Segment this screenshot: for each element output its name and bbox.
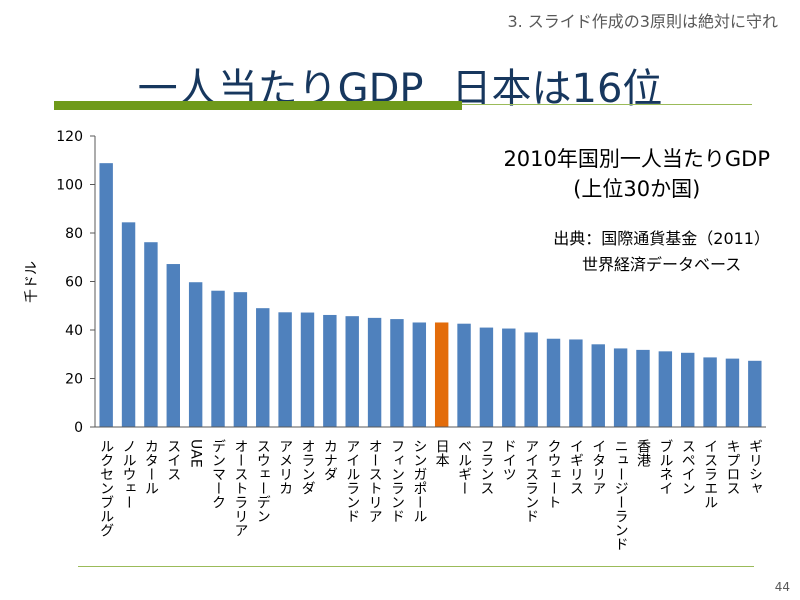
- bar-19: [524, 332, 538, 427]
- x-tick-label-0: ルクセンブルグ: [98, 439, 114, 537]
- bar-20: [546, 338, 561, 427]
- bar-28: [725, 358, 740, 427]
- x-tick-label-12: オーストリア: [367, 439, 383, 523]
- bar-18: [502, 328, 516, 427]
- x-tick-label-17: フランス: [478, 439, 494, 495]
- bar-25: [658, 351, 673, 427]
- page-number: 44: [774, 580, 790, 594]
- x-tick-label-19: アイスランド: [523, 439, 539, 523]
- chart-caption: 2010年国別一人当たりGDP (上位30か国): [503, 144, 770, 204]
- x-tick-label-28: キプロス: [724, 439, 740, 495]
- bar-2: [144, 242, 158, 427]
- y-tick-label-5: 100: [56, 178, 83, 194]
- x-tick-label-11: アイルランド: [344, 439, 360, 523]
- bar-23: [613, 348, 628, 427]
- x-tick-label-8: アメリカ: [277, 439, 293, 495]
- bar-14: [412, 322, 427, 427]
- y-tick-label-3: 60: [65, 275, 83, 291]
- x-tick-label-20: クウェート: [546, 439, 562, 509]
- chart-source-line2: 世界経済データベース: [582, 255, 742, 274]
- x-tick-label-10: カナダ: [322, 439, 338, 481]
- x-tick-label-4: UAE: [188, 439, 204, 468]
- bar-27: [703, 357, 717, 427]
- x-tick-label-24: 香港: [635, 439, 651, 467]
- y-tick-label-1: 20: [65, 372, 83, 388]
- bar-24: [636, 349, 650, 427]
- bar-16: [457, 323, 471, 427]
- bar-29: [748, 360, 762, 427]
- bar-17: [479, 327, 494, 427]
- x-tick-label-9: オランダ: [299, 439, 315, 495]
- x-tick-label-16: ベルギー: [456, 439, 472, 495]
- bar-12: [367, 317, 382, 427]
- x-tick-label-13: フィンランド: [389, 439, 405, 523]
- title-rule-accent: [54, 101, 462, 110]
- x-tick-label-14: シンガポール: [411, 439, 427, 523]
- x-tick-label-29: ギリシャ: [747, 439, 763, 495]
- bar-8: [278, 312, 292, 427]
- section-label: 3. スライド作成の3原則は絶対に守れ: [507, 12, 778, 31]
- bar-11: [345, 316, 359, 427]
- y-tick-label-4: 80: [65, 226, 83, 242]
- x-tick-label-26: スペイン: [680, 439, 696, 495]
- bar-3: [166, 264, 180, 427]
- bar-5: [211, 290, 225, 427]
- x-tick-label-21: イギリス: [568, 439, 584, 495]
- y-tick-label-2: 40: [65, 323, 83, 339]
- x-tick-label-23: ニュージーランド: [613, 439, 629, 551]
- x-tick-label-18: ドイツ: [501, 439, 517, 481]
- x-tick-label-15: 日本: [434, 439, 450, 467]
- footer-rule: [78, 566, 754, 567]
- bar-1: [121, 222, 136, 427]
- x-tick-label-22: イタリア: [590, 439, 606, 495]
- chart-caption-line2: (上位30か国): [573, 177, 701, 201]
- bar-0: [99, 163, 113, 427]
- x-tick-label-5: デンマーク: [210, 439, 226, 509]
- chart-source-line1: 出典：国際通貨基金（2011）: [553, 229, 770, 248]
- bar-6: [233, 292, 248, 427]
- x-tick-label-6: オーストラリア: [232, 439, 248, 537]
- chart-source: 出典：国際通貨基金（2011） 世界経済データベース: [553, 226, 770, 278]
- x-tick-label-3: スイス: [165, 439, 181, 481]
- y-tick-label-0: 0: [74, 420, 83, 436]
- x-tick-label-1: ノルウェー: [121, 439, 137, 509]
- x-tick-label-27: イスラエル: [702, 439, 718, 509]
- y-axis-title: 千ドル: [24, 261, 40, 303]
- title-rule: [462, 104, 752, 105]
- x-tick-label-7: スウェーデン: [255, 439, 271, 523]
- x-tick-label-2: カタール: [143, 439, 159, 495]
- y-tick-label-6: 120: [56, 129, 83, 145]
- bar-15: [434, 322, 449, 427]
- bar-26: [681, 352, 695, 427]
- x-tick-label-25: ブルネイ: [657, 439, 673, 495]
- bar-22: [591, 344, 605, 427]
- bar-4: [188, 282, 203, 427]
- bar-7: [256, 308, 270, 427]
- bar-9: [300, 312, 315, 427]
- chart-caption-line1: 2010年国別一人当たりGDP: [503, 147, 770, 171]
- bar-10: [323, 314, 337, 427]
- bar-13: [390, 319, 404, 427]
- bar-21: [569, 339, 583, 427]
